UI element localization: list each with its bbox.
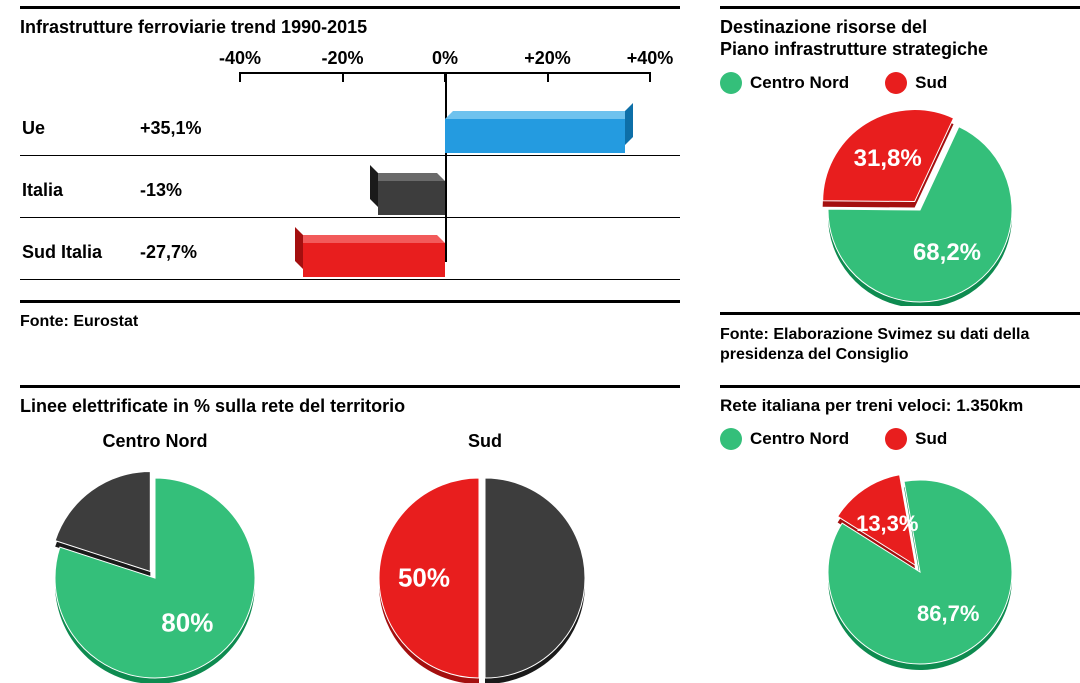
bar-row-value: -13%	[140, 180, 182, 201]
bar-axis-tick-label: -40%	[219, 48, 261, 69]
pie-slice-label: 13,3%	[856, 511, 918, 537]
legend-label: Centro Nord	[750, 429, 849, 449]
bar-row-value: -27,7%	[140, 242, 197, 263]
bar-row-label: Ue	[22, 118, 45, 139]
legend-dot	[885, 428, 907, 450]
resources-source-2: presidenza del Consiglio	[720, 346, 908, 363]
bar-rect	[378, 181, 445, 215]
bar-source: Fonte: Eurostat	[20, 307, 680, 335]
pie-caption: Sud	[350, 431, 620, 452]
bar-title: Infrastrutture ferroviarie trend 1990-20…	[20, 13, 680, 48]
bar-axis-tick-label: 0%	[432, 48, 458, 69]
pie-slice	[485, 478, 585, 678]
pie-slice-label: 68,2%	[913, 239, 981, 267]
bar-axis-tick-label: +40%	[627, 48, 674, 69]
pie-resources: 68,2% 31,8%	[720, 106, 1080, 306]
pie-caption: Centro Nord	[20, 431, 290, 452]
pie-electrified-sud: 50%Sud	[350, 453, 620, 683]
pie-slice-label: 50%	[398, 563, 450, 594]
bar-rect	[303, 243, 445, 277]
resources-title-1: Destinazione risorse del	[720, 17, 927, 37]
bar-chart: -40% -20% 0% +20% +40% Ue +35,1% Italia -13% Sud …	[20, 48, 680, 278]
pie-electrified-centro-nord: 80%Centro Nord	[20, 453, 290, 683]
panel-pie-fast: Rete italiana per treni veloci: 1.350km …	[720, 379, 1080, 683]
legend-dot	[885, 72, 907, 94]
panel-pie-resources: Destinazione risorse del Piano infrastru…	[720, 0, 1080, 369]
bar-row-value: +35,1%	[140, 118, 202, 139]
fast-title: Rete italiana per treni veloci: 1.350km	[720, 392, 1080, 426]
legend-fast: Centro Nord Sud	[720, 426, 1080, 462]
bar-row: Sud Italia -27,7%	[20, 222, 680, 280]
bar-row: Ue +35,1%	[20, 98, 680, 156]
electrified-title: Linee elettrificate in % sulla rete del …	[20, 392, 680, 427]
bar-rect	[445, 119, 625, 153]
panel-bar-trend: Infrastrutture ferroviarie trend 1990-20…	[20, 0, 680, 369]
legend-dot	[720, 72, 742, 94]
resources-source-1: Fonte: Elaborazione Svimez su dati della	[720, 326, 1029, 343]
pie-slice-label: 86,7%	[917, 601, 979, 627]
panel-pie-electrified: Linee elettrificate in % sulla rete del …	[20, 379, 680, 683]
bar-row-label: Sud Italia	[22, 242, 102, 263]
pie-fast: 86,7% 13,3%	[720, 462, 1080, 672]
pie-slice-label: 31,8%	[854, 145, 922, 173]
pie-slice-label: 80%	[161, 607, 213, 638]
bar-row: Italia -13%	[20, 160, 680, 218]
bar-axis-tick-label: -20%	[321, 48, 363, 69]
legend-resources: Centro Nord Sud	[720, 70, 1080, 106]
resources-title-2: Piano infrastrutture strategiche	[720, 39, 988, 59]
bar-row-label: Italia	[22, 180, 63, 201]
legend-dot	[720, 428, 742, 450]
bar-axis-tick-label: +20%	[524, 48, 571, 69]
legend-label: Centro Nord	[750, 73, 849, 93]
legend-label: Sud	[915, 73, 947, 93]
legend-label: Sud	[915, 429, 947, 449]
